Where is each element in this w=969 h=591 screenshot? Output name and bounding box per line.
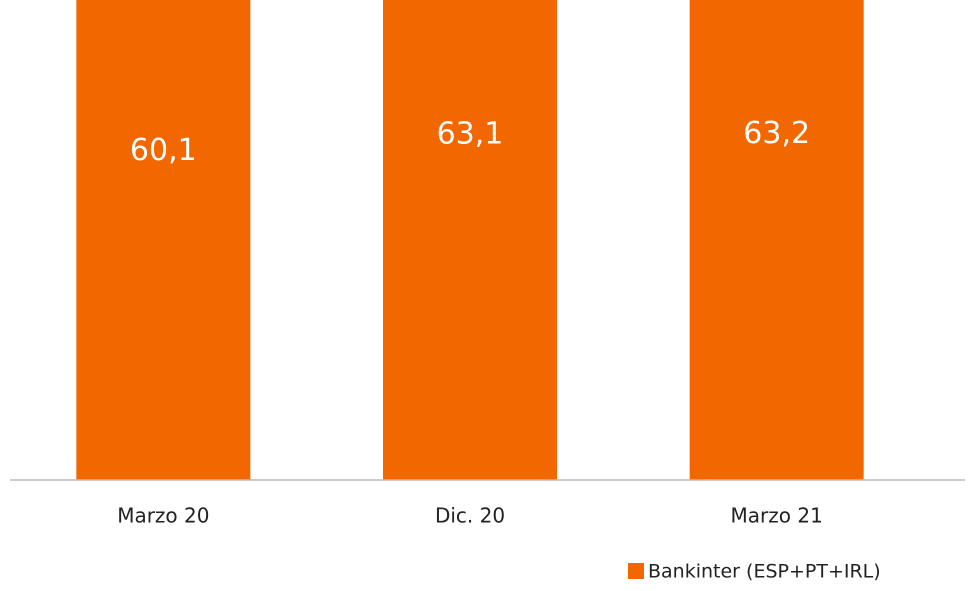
value-label: 63,2	[743, 116, 810, 151]
legend-label: Bankinter (ESP+PT+IRL)	[648, 561, 881, 583]
value-label: 60,1	[130, 133, 197, 168]
x-tick-label: Marzo 21	[731, 504, 823, 528]
x-tick-label: Dic. 20	[435, 504, 505, 528]
total-label: 61,1	[123, 55, 203, 96]
bar-segment	[383, 0, 557, 480]
legend-swatch	[628, 563, 644, 579]
x-tick-label: Marzo 20	[117, 504, 209, 528]
bar-segment	[689, 0, 864, 481]
value-label: 63,1	[437, 116, 504, 151]
total-label: 64,6	[737, 16, 817, 57]
bar-segment	[76, 0, 251, 480]
